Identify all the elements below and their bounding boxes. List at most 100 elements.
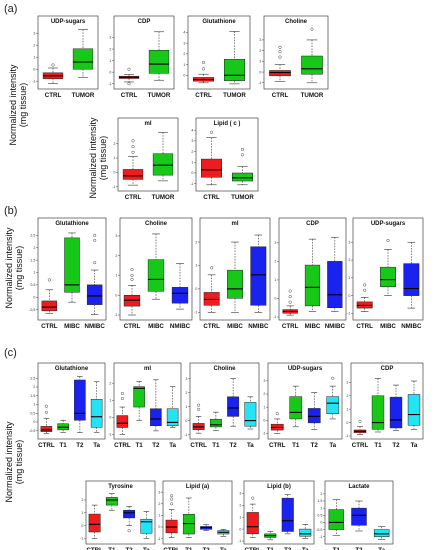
y-tick-label: 4 — [183, 31, 185, 35]
y-tick-label: 0.5 — [30, 411, 35, 415]
outlier-point — [331, 376, 335, 380]
boxplot-c-tyrosine: Tyrosine -1 0 1 2 CTRL T1 T2 Ta — [80, 480, 156, 550]
plot-frame — [263, 15, 329, 90]
box-mibc — [380, 266, 396, 287]
y-tick-label: 0 — [185, 419, 187, 423]
panel-label-c: (c) — [4, 347, 17, 359]
y-tick-label: 3 — [274, 241, 276, 245]
y-tick-label: 0 — [195, 287, 197, 291]
boxplot-a-lipid-c: Lipid ( c ) -1 0 1 2 3 4 CTRL TUMOR — [190, 117, 259, 201]
plot-title: Lactate — [348, 484, 370, 490]
box-ctrl — [201, 158, 222, 178]
plot-frame — [352, 217, 424, 321]
x-tick-label: T1 — [136, 442, 144, 449]
boxplot-c-mi: mI -1 0 1 2 CTRL T1 T2 Ta — [108, 362, 182, 449]
boxplot-c-lipid-b: Lipid (b) -1 0 1 2 3 CTRL T1 T2 Ta — [238, 480, 315, 550]
x-tick-label: NMIBC — [85, 323, 106, 330]
y-tick-label: -1 — [184, 433, 187, 437]
x-tick-label: Ta — [411, 442, 418, 449]
y-tick-label: 2 — [185, 391, 187, 395]
y-tick-label: 0 — [33, 295, 35, 299]
x-tick-label: Ta — [247, 442, 254, 449]
y-tick-label: 0 — [320, 521, 322, 525]
boxplot-a-cdp: CDP -1 0 1 2 3 CTRL TUMOR — [108, 15, 175, 99]
box-t2 — [389, 396, 403, 429]
y-tick-label: -1 — [190, 182, 193, 186]
x-tick-label: T2 — [392, 442, 400, 449]
boxplot-b-glutathione: Glutathione -0.5 0 0.5 1 1.5 2 2.5 CTRL MIBC NMIBC — [29, 217, 107, 330]
box-t1 — [105, 497, 118, 506]
plot-frame — [117, 117, 179, 192]
plot-frame — [199, 217, 271, 321]
x-tick-label: TUMOR — [231, 194, 254, 201]
x-tick-label: TUMOR — [148, 92, 171, 99]
x-tick-label: CTRL — [121, 92, 138, 99]
boxplot-c-udp-sugars: UDP-sugars -1 0 1 2 3 CTRL T1 T2 Ta — [262, 362, 343, 449]
x-tick-label: CTRL — [245, 547, 262, 550]
box-t1 — [133, 386, 145, 408]
y-tick-label: 1 — [191, 160, 193, 164]
plot-frame — [113, 362, 182, 440]
y-tick-label: -0.5 — [29, 429, 35, 433]
y-tick-label: 1 — [158, 514, 160, 518]
y-tick-label: -1 — [273, 315, 276, 319]
outlier-point — [310, 27, 314, 31]
plot-title: CDP — [138, 19, 151, 25]
x-tick-label: CTRL — [45, 92, 62, 99]
panel-label-b: (b) — [4, 205, 17, 217]
y-tick-label: 1 — [320, 506, 322, 510]
x-tick-label: MIBC — [305, 323, 321, 330]
outlier-point — [251, 496, 255, 500]
y-tick-label: -0.5 — [29, 308, 35, 312]
y-tick-label: 0 — [239, 527, 241, 531]
y-tick-label: 1 — [109, 398, 111, 402]
outlier-point — [278, 45, 282, 49]
y-tick-label: -1 — [258, 81, 261, 85]
box-t2 — [351, 507, 367, 526]
x-tick-label: CTRL — [195, 92, 212, 99]
x-tick-label: CTRL — [203, 323, 220, 330]
x-tick-label: CTRL — [203, 194, 220, 201]
outlier-point — [363, 288, 367, 292]
plot-frame — [350, 362, 424, 440]
x-tick-label: CTRL — [352, 442, 369, 449]
outlier-point — [288, 300, 292, 304]
y-tick-label: -1 — [347, 312, 350, 316]
x-tick-label: T1 — [374, 442, 382, 449]
y-tick-label: 1 — [113, 156, 115, 160]
outlier-point — [93, 261, 97, 265]
plot-title: Choline — [285, 19, 308, 25]
box-ta — [373, 529, 390, 537]
outlier-point — [170, 494, 174, 498]
y-tick-label: 0 — [183, 73, 185, 77]
plot-frame — [162, 480, 233, 545]
y-tick-label: 1 — [183, 63, 185, 67]
y-tick-label: 3 — [259, 38, 261, 42]
y-tick-label: 3 — [191, 139, 193, 143]
plot-title: UDP-sugars — [371, 221, 406, 227]
plot-frame — [37, 217, 107, 321]
y-tick-label: 2 — [33, 385, 35, 389]
x-tick-label: NMIBC — [248, 323, 269, 330]
y-tick-label: 1.5 — [30, 394, 35, 398]
plot-title: Glutathione — [55, 366, 89, 372]
x-tick-label: T1 — [185, 547, 193, 550]
box-ta — [166, 408, 179, 427]
y-tick-label: 0 — [115, 293, 117, 297]
y-tick-label: -1 — [112, 185, 115, 189]
outlier-point — [120, 391, 124, 395]
plot-title: Glutathione — [202, 19, 236, 25]
outlier-point — [240, 147, 245, 151]
y-tick-label: 2 — [191, 150, 193, 154]
x-tick-label: CTRL — [272, 92, 289, 99]
box-ctrl — [203, 292, 220, 306]
y-tick-label: 2 — [263, 392, 265, 396]
plot-title: mI — [144, 366, 151, 372]
outlier-point — [44, 410, 48, 414]
plot-title: UDP-sugars — [288, 366, 323, 372]
plot-title: Lipid (b) — [267, 484, 291, 490]
y-tick-label: 0 — [263, 418, 265, 422]
x-tick-label: TUMOR — [301, 92, 324, 99]
y-tick-label: 1.5 — [30, 258, 35, 262]
outlier-point — [127, 529, 131, 533]
